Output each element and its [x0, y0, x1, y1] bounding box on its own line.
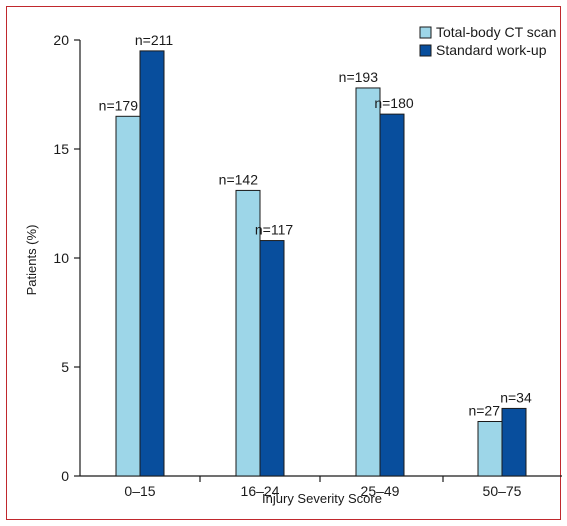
y-axis: 0 5 10 15 20: [53, 32, 81, 484]
bar-total-body-ct: [355, 87, 381, 477]
x-axis-title: Injury Severity Score: [262, 491, 382, 506]
bar-standard-work-up: [139, 50, 165, 477]
y-tick-label: 15: [53, 141, 69, 157]
bar-standard-work-up: [501, 407, 527, 477]
bars: [115, 50, 527, 477]
legend: Total-body CT scan Standard work-up: [419, 24, 556, 58]
y-axis-title: Patients (%): [24, 225, 39, 296]
data-label: n=142: [219, 171, 259, 187]
x-tick-label: 25–49: [361, 483, 400, 499]
bar-standard-work-up: [379, 113, 405, 477]
legend-label-total-body-ct: Total-body CT scan: [436, 24, 556, 40]
legend-swatch-standard-work-up: [419, 44, 432, 57]
data-label: n=34: [500, 389, 532, 405]
x-tick-label: 50–75: [483, 483, 522, 499]
x-tick-label: 16–24: [241, 483, 280, 499]
y-tick-label: 20: [53, 32, 69, 48]
legend-label-standard-work-up: Standard work-up: [436, 42, 547, 58]
data-labels: n=179 n=211 n=142 n=117 n=193 n=180 n=27n=34: [99, 32, 532, 419]
data-label: n=193: [339, 69, 379, 85]
data-label: n=27: [468, 403, 500, 419]
y-tick-label: 10: [53, 250, 69, 266]
data-label: n=117: [255, 222, 293, 238]
data-label: n=179: [99, 97, 139, 113]
legend-swatch-total-body-ct: [419, 26, 432, 39]
x-tick-label: 0–15: [124, 483, 155, 499]
data-label: n=180: [374, 95, 414, 111]
bar-total-body-ct: [477, 421, 503, 477]
y-tick-label: 5: [61, 359, 69, 375]
y-tick-label: 0: [61, 468, 69, 484]
bar-standard-work-up: [259, 240, 285, 477]
bar-total-body-ct: [115, 115, 141, 477]
data-label: n=211: [135, 32, 173, 48]
